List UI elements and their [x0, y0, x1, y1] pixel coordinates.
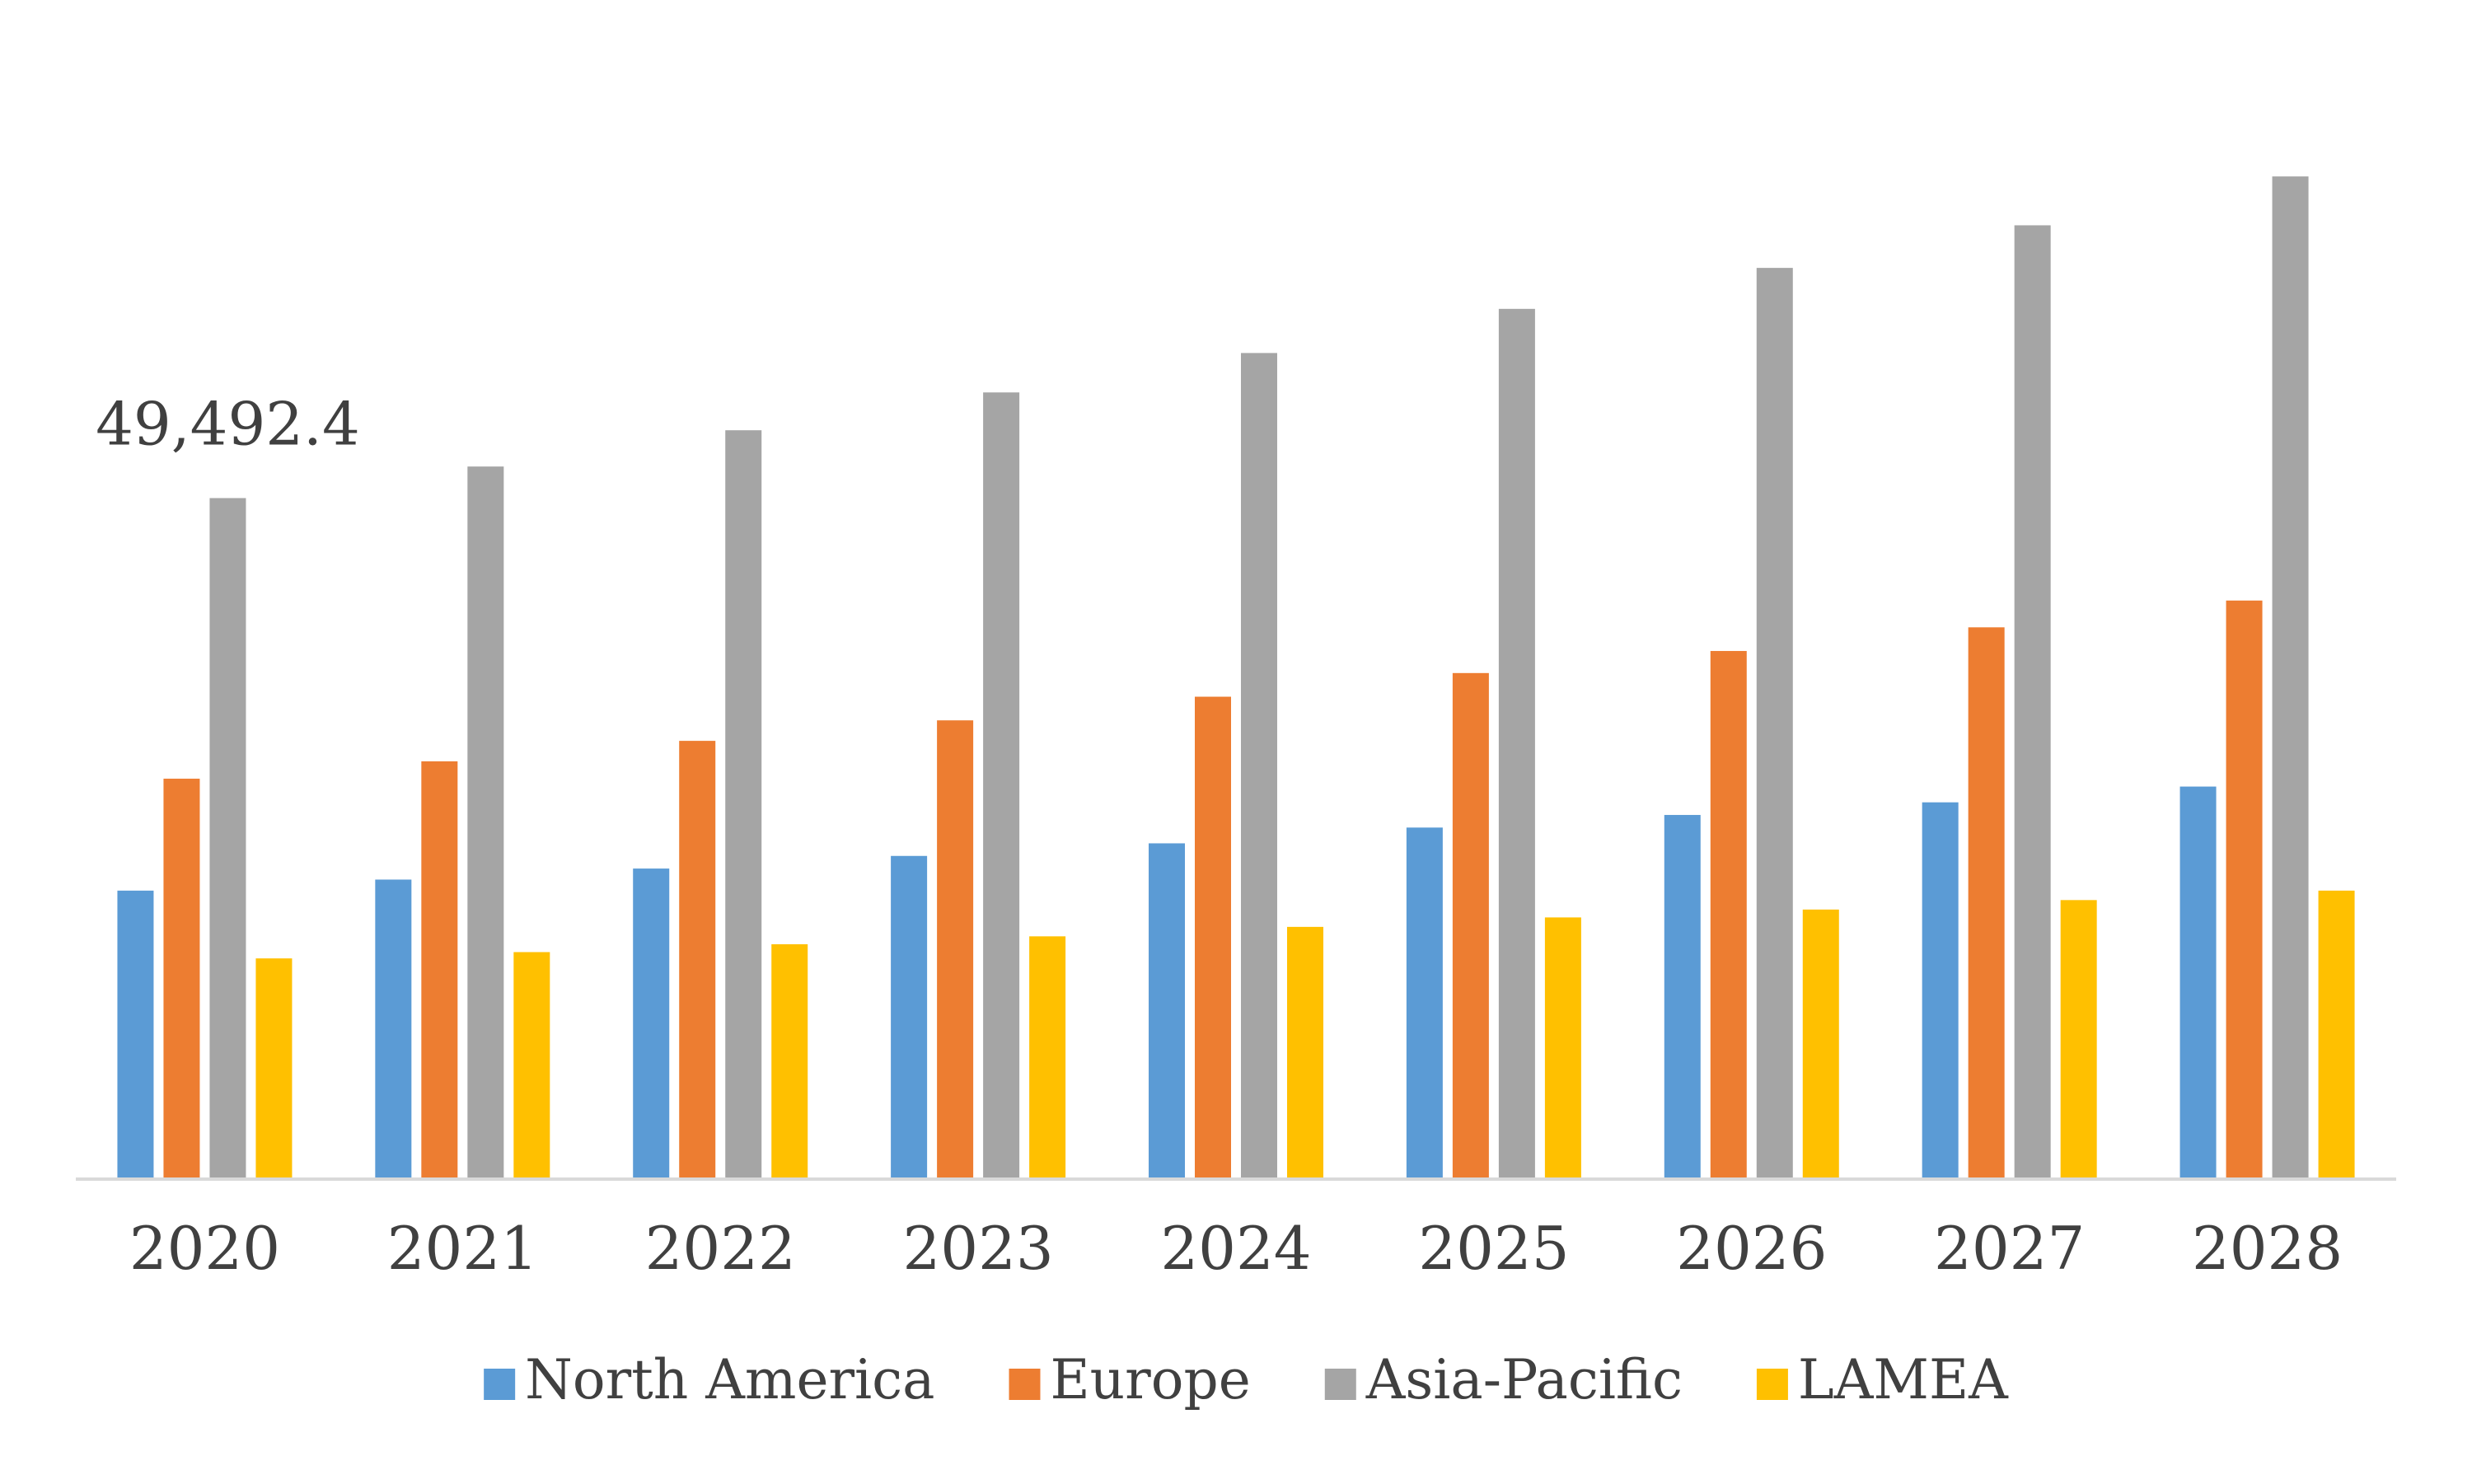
x-tick-label: 2025 — [1418, 1214, 1569, 1283]
bar — [1498, 308, 1535, 1179]
bar — [2318, 890, 2355, 1179]
bar — [1149, 843, 1185, 1179]
bar — [1802, 909, 1839, 1179]
x-tick-label: 2023 — [902, 1214, 1053, 1283]
data-label: 49,492.4 — [96, 389, 360, 458]
bar — [375, 879, 412, 1179]
x-tick-label: 2026 — [1676, 1214, 1827, 1283]
bar — [1029, 936, 1066, 1179]
x-tick-label: 2024 — [1160, 1214, 1311, 1283]
x-tick-label: 2022 — [645, 1214, 796, 1283]
bar — [2014, 225, 2051, 1180]
bar — [771, 943, 808, 1179]
bar — [891, 855, 928, 1179]
bar — [633, 868, 670, 1179]
bar — [421, 761, 458, 1179]
bar — [513, 952, 550, 1179]
bar — [983, 392, 1020, 1179]
bar — [255, 958, 293, 1179]
bar — [1406, 827, 1443, 1179]
legend-label: Europe — [1050, 1348, 1250, 1411]
bar — [1287, 926, 1323, 1179]
bar — [2226, 600, 2263, 1179]
legend-swatch — [1324, 1369, 1356, 1400]
bar — [2272, 176, 2309, 1179]
bar — [209, 498, 246, 1179]
bar — [1710, 651, 1747, 1179]
x-tick-label: 2028 — [2192, 1214, 2343, 1283]
bar — [1452, 672, 1489, 1179]
bar — [1544, 917, 1581, 1179]
bar — [937, 720, 974, 1179]
bar — [1195, 696, 1231, 1179]
legend-label: LAMEA — [1798, 1348, 2009, 1411]
bar — [1922, 802, 1959, 1179]
legend-label: North America — [525, 1348, 934, 1411]
bar — [679, 741, 716, 1179]
bar — [2179, 786, 2217, 1179]
legend-swatch — [1756, 1369, 1788, 1400]
bar — [163, 779, 200, 1179]
legend-swatch — [484, 1369, 516, 1400]
bar — [1756, 268, 1793, 1179]
legend-label: Asia-Pacific — [1365, 1348, 1683, 1411]
legend-swatch — [1009, 1369, 1041, 1400]
bar — [725, 430, 762, 1179]
x-tick-label: 2027 — [1934, 1214, 2085, 1283]
x-tick-label: 2021 — [387, 1214, 538, 1283]
bar — [1968, 627, 2005, 1179]
x-tick-label: 2020 — [129, 1214, 280, 1283]
bar — [2060, 900, 2097, 1179]
bar — [1664, 815, 1701, 1179]
bar — [1241, 353, 1277, 1179]
bar — [467, 466, 504, 1179]
bar — [117, 890, 154, 1179]
